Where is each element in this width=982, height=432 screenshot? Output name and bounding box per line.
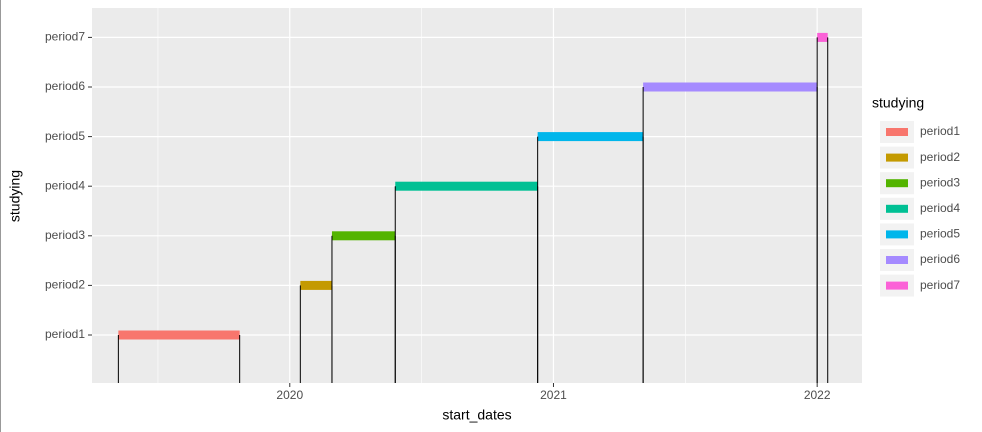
y-tick-label: period6 — [45, 79, 85, 93]
y-tick-label: period2 — [45, 278, 85, 292]
x-tick-label: 2022 — [804, 388, 831, 402]
y-tick-label: period4 — [45, 178, 85, 192]
legend-swatch — [886, 256, 908, 264]
legend-swatch — [886, 128, 908, 136]
legend-label: period5 — [920, 227, 960, 241]
legend-swatch — [886, 179, 908, 188]
legend-title: studying — [872, 95, 924, 111]
y-tick-label: period1 — [45, 327, 85, 341]
legend-swatch — [886, 281, 908, 290]
legend-label: period2 — [920, 150, 960, 164]
legend-label: period1 — [920, 124, 960, 138]
legend-label: period7 — [920, 278, 960, 292]
segment — [643, 82, 818, 92]
legend-label: period3 — [920, 175, 960, 189]
x-tick-label: 2020 — [276, 388, 303, 402]
x-axis-label: start_dates — [442, 407, 511, 423]
legend-swatch — [886, 230, 908, 239]
legend-swatch — [886, 153, 908, 162]
segment — [395, 181, 538, 191]
segment — [537, 132, 644, 142]
y-axis-label: studying — [7, 170, 23, 222]
segment — [817, 32, 828, 42]
segment — [118, 330, 240, 340]
segment — [300, 280, 332, 290]
panel — [92, 8, 862, 383]
segment — [331, 231, 396, 241]
legend-swatch — [886, 204, 908, 213]
legend-label: period6 — [920, 252, 960, 266]
y-tick-label: period5 — [45, 129, 85, 143]
y-tick-label: period7 — [45, 30, 85, 44]
x-tick-label: 2021 — [540, 388, 567, 402]
y-tick-label: period3 — [45, 228, 85, 242]
legend-label: period4 — [920, 201, 960, 215]
